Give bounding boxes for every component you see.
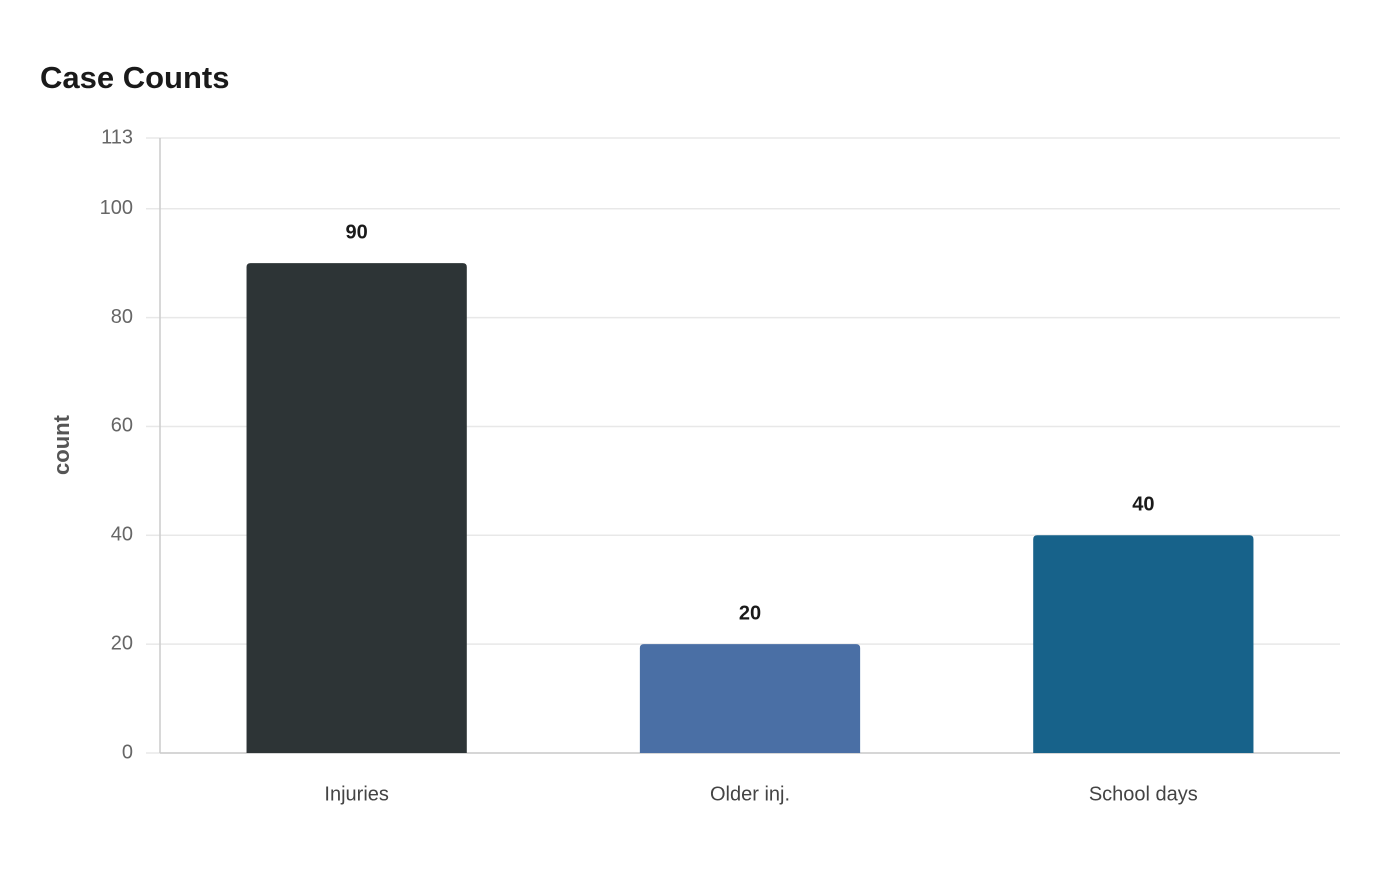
y-tick-label: 113 [101,126,133,148]
value-label: 40 [1132,494,1154,516]
y-tick-label: 60 [111,415,133,437]
value-label: 90 [346,221,368,243]
x-tick-label: Injuries [324,783,388,805]
y-tick-label: 40 [111,524,133,546]
y-tick-label: 20 [111,632,133,654]
x-tick-label: Older inj. [710,783,790,805]
value-label: 20 [739,602,761,624]
bar [1033,535,1254,753]
y-tick-label: 80 [111,306,133,328]
bar [639,644,861,753]
y-tick-label: 100 [100,197,133,219]
bar [246,263,467,753]
x-tick-label: School days [1089,783,1198,805]
chart-title: Case Counts [40,60,229,95]
y-axis-label: count [49,414,74,475]
y-tick-label: 0 [122,741,133,763]
